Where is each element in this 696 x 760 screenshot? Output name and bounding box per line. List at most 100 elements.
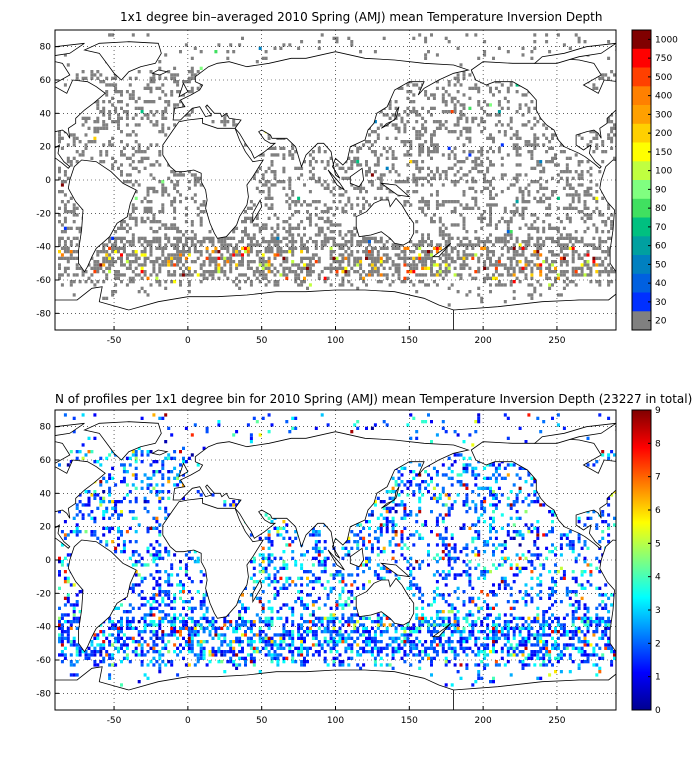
data-cell bbox=[353, 186, 357, 190]
data-cell bbox=[356, 663, 360, 667]
data-cell bbox=[341, 613, 345, 617]
data-cell bbox=[539, 170, 543, 174]
data-cell bbox=[176, 240, 180, 244]
data-cell bbox=[477, 100, 481, 104]
data-cell bbox=[595, 133, 599, 137]
data-cell bbox=[512, 143, 516, 147]
data-cell bbox=[368, 633, 371, 637]
data-cell bbox=[205, 256, 209, 260]
data-cell bbox=[93, 516, 97, 520]
data-cell bbox=[506, 273, 510, 277]
data-cell bbox=[400, 116, 404, 120]
data-cell bbox=[317, 626, 321, 630]
data-cell bbox=[143, 220, 147, 224]
data-cell bbox=[506, 250, 510, 254]
data-cell bbox=[108, 490, 112, 494]
data-cell bbox=[373, 150, 377, 154]
data-cell bbox=[99, 643, 103, 647]
data-cell bbox=[486, 246, 490, 250]
data-cell bbox=[131, 160, 135, 164]
data-cell bbox=[75, 263, 79, 267]
data-cell bbox=[562, 256, 566, 260]
chart-title-count: N of profiles per 1x1 degree bin for 201… bbox=[55, 392, 693, 406]
data-cell bbox=[282, 656, 286, 660]
data-cell bbox=[462, 266, 466, 270]
data-cell bbox=[66, 246, 70, 250]
data-cell bbox=[391, 263, 395, 267]
data-cell bbox=[468, 153, 472, 157]
data-cell bbox=[75, 160, 79, 164]
data-cell bbox=[311, 613, 315, 617]
data-cell bbox=[161, 263, 165, 267]
data-cell bbox=[102, 513, 106, 517]
data-cell bbox=[205, 616, 209, 620]
data-cell bbox=[347, 540, 351, 544]
data-cell bbox=[252, 566, 256, 570]
data-cell bbox=[235, 623, 239, 627]
data-cell bbox=[444, 263, 448, 267]
data-cell bbox=[152, 633, 156, 637]
data-cell bbox=[229, 640, 233, 644]
data-cell bbox=[117, 620, 120, 624]
data-cell bbox=[255, 223, 259, 227]
data-cell bbox=[84, 530, 88, 534]
data-cell bbox=[435, 246, 439, 250]
data-cell bbox=[149, 553, 153, 557]
data-cell bbox=[571, 273, 575, 277]
data-cell bbox=[542, 243, 546, 247]
data-cell bbox=[244, 246, 247, 250]
data-cell bbox=[158, 663, 162, 667]
data-cell bbox=[276, 526, 280, 530]
data-cell bbox=[551, 263, 554, 267]
data-cell bbox=[492, 253, 495, 257]
data-cell bbox=[75, 273, 79, 277]
data-cell bbox=[60, 660, 64, 664]
data-cell bbox=[285, 576, 289, 580]
data-cell bbox=[66, 210, 70, 214]
data-cell bbox=[258, 226, 262, 230]
data-cell bbox=[246, 643, 250, 647]
data-cell bbox=[500, 156, 504, 160]
data-cell bbox=[545, 40, 549, 44]
data-cell bbox=[300, 173, 304, 177]
data-cell bbox=[385, 246, 389, 250]
data-cell bbox=[152, 123, 156, 127]
data-cell bbox=[530, 166, 534, 170]
data-cell bbox=[69, 643, 73, 647]
data-cell bbox=[120, 500, 123, 504]
data-cell bbox=[300, 650, 304, 654]
data-cell bbox=[128, 83, 132, 87]
data-cell bbox=[111, 633, 115, 637]
data-cell bbox=[131, 270, 135, 274]
data-cell bbox=[182, 273, 185, 277]
data-cell bbox=[562, 246, 566, 250]
data-cell bbox=[427, 206, 430, 210]
data-cell bbox=[326, 556, 330, 560]
data-cell bbox=[483, 53, 487, 57]
data-cell bbox=[506, 90, 510, 94]
data-cell bbox=[323, 210, 327, 214]
data-cell bbox=[362, 626, 366, 630]
data-cell bbox=[565, 243, 569, 247]
data-cell bbox=[385, 260, 389, 264]
data-cell bbox=[276, 243, 280, 247]
data-cell bbox=[202, 276, 206, 280]
data-cell bbox=[276, 616, 280, 620]
data-cell bbox=[373, 656, 377, 660]
data-cell bbox=[90, 530, 94, 534]
data-cell bbox=[190, 66, 194, 70]
data-cell bbox=[303, 200, 306, 204]
data-cell bbox=[542, 260, 546, 264]
data-cell bbox=[140, 460, 144, 464]
data-cell bbox=[161, 113, 165, 117]
data-cell bbox=[610, 126, 614, 130]
data-cell bbox=[155, 260, 159, 264]
data-cell bbox=[350, 593, 354, 597]
data-cell bbox=[72, 236, 76, 240]
data-cell bbox=[282, 633, 286, 637]
data-cell bbox=[548, 140, 552, 144]
data-cell bbox=[317, 256, 321, 260]
data-cell bbox=[311, 530, 315, 534]
data-cell bbox=[441, 110, 445, 114]
